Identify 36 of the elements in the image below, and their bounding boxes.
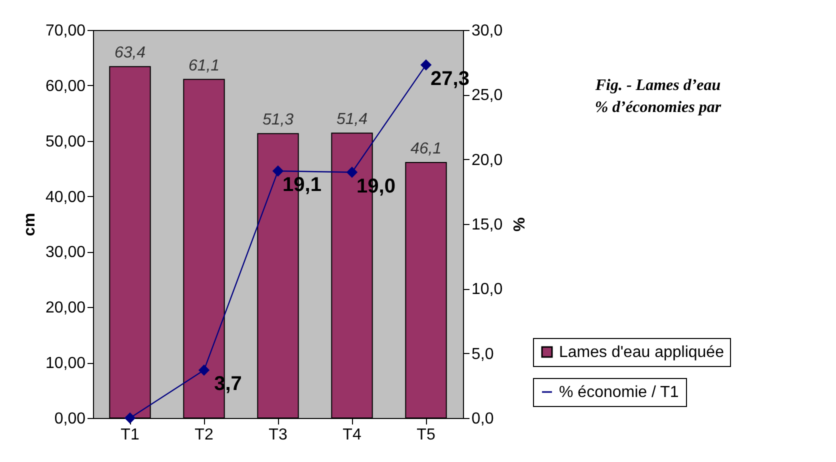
y2-tick-label: 15,0 — [472, 216, 503, 234]
y2-tick-label: 30,0 — [472, 22, 503, 40]
data-label: 51,3 — [262, 112, 294, 129]
y-tick-label: 70,00 — [45, 22, 86, 40]
y-tick-label: 40,00 — [45, 188, 86, 206]
y2-tick-label: 10,0 — [472, 281, 503, 298]
point — [198, 364, 210, 376]
point — [124, 412, 136, 424]
point — [346, 167, 358, 178]
y-tick-label: 60,00 — [45, 78, 86, 95]
y-axis-title: cm — [21, 212, 38, 236]
x-tick-label: T4 — [342, 426, 362, 444]
x-tick-label: T1 — [120, 426, 140, 444]
text: % d’économies par — [594, 99, 722, 116]
legend-label: % économie / T1 — [559, 384, 679, 401]
y-tick-label: 20,00 — [45, 300, 86, 317]
legend-label: Lames d'eau appliquée — [559, 344, 724, 361]
x-tick-label: T2 — [194, 426, 214, 444]
x-tick-label: T3 — [268, 426, 288, 444]
y2-tick-label: 20,0 — [472, 152, 503, 169]
data-label: 51,4 — [336, 111, 368, 128]
text: Fig. - Lames d’eau — [594, 77, 721, 94]
y2-tick-label: 0,0 — [472, 410, 494, 428]
data-label: 46,1 — [410, 140, 442, 158]
y-tick-label: 0,00 — [54, 410, 86, 428]
y2-tick-label: 5,0 — [472, 346, 494, 363]
y-tick-label: 50,00 — [45, 133, 86, 150]
data-label: 61,1 — [188, 57, 220, 74]
y-tick-label: 30,00 — [45, 244, 86, 262]
data-label: 63,4 — [114, 44, 146, 62]
x-tick-label: T5 — [416, 426, 436, 444]
y-tick-label: 10,00 — [45, 355, 86, 372]
y2-axis-title: % — [510, 217, 527, 232]
y2-tick-label: 25,0 — [472, 87, 503, 104]
point — [420, 60, 432, 70]
point — [272, 166, 284, 176]
